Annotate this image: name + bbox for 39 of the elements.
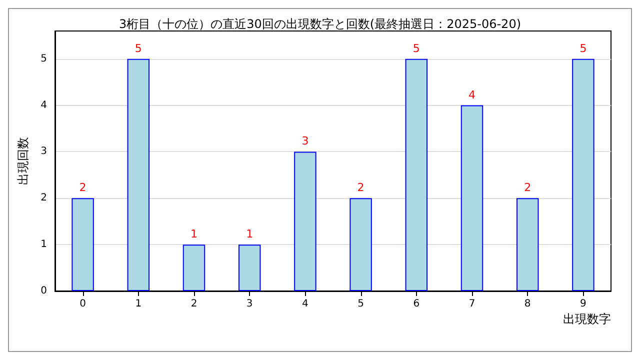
bar <box>460 105 484 291</box>
data-label: 2 <box>79 181 86 194</box>
y-axis-title: 出現回数 <box>16 137 30 185</box>
data-label: 2 <box>357 181 364 194</box>
data-label: 5 <box>412 42 420 55</box>
y-tick-label: 1 <box>40 239 47 250</box>
bar <box>405 58 428 291</box>
bar <box>516 198 539 291</box>
x-tick-label: 5 <box>358 298 364 310</box>
chart-title: 3桁目（十の位）の直近30回の出現数字と回数(最終抽選日：2025-06-20) <box>118 17 522 31</box>
x-tick-label: 9 <box>580 298 586 310</box>
data-label: 1 <box>190 228 198 241</box>
x-tick-label: 7 <box>468 298 476 310</box>
x-tick-label: 1 <box>135 298 142 310</box>
x-tick-label: 4 <box>302 298 308 310</box>
y-tick-label: 2 <box>40 192 47 204</box>
data-label: 2 <box>524 181 532 194</box>
y-tick-label: 0 <box>40 286 47 296</box>
x-axis-title: 出現数字 <box>563 312 611 326</box>
x-tick-label: 8 <box>524 298 531 310</box>
data-label: 4 <box>468 88 476 102</box>
y-tick-label: 5 <box>40 53 47 64</box>
bar <box>294 152 316 291</box>
x-tick-label: 2 <box>190 298 198 310</box>
x-tick-label: 6 <box>413 298 420 310</box>
data-label: 5 <box>134 42 142 55</box>
bar <box>72 198 94 291</box>
bar <box>572 58 594 291</box>
y-tick-label: 3 <box>40 146 47 158</box>
y-tick-label: 4 <box>40 100 47 111</box>
x-tick-label: 0 <box>80 298 86 310</box>
data-label: 3 <box>302 134 309 148</box>
bar <box>238 244 261 291</box>
data-label: 5 <box>580 42 587 55</box>
x-tick-label: 3 <box>246 298 253 310</box>
bar <box>127 58 150 291</box>
bar <box>350 198 372 291</box>
bar <box>182 244 206 291</box>
data-label: 1 <box>246 228 254 241</box>
